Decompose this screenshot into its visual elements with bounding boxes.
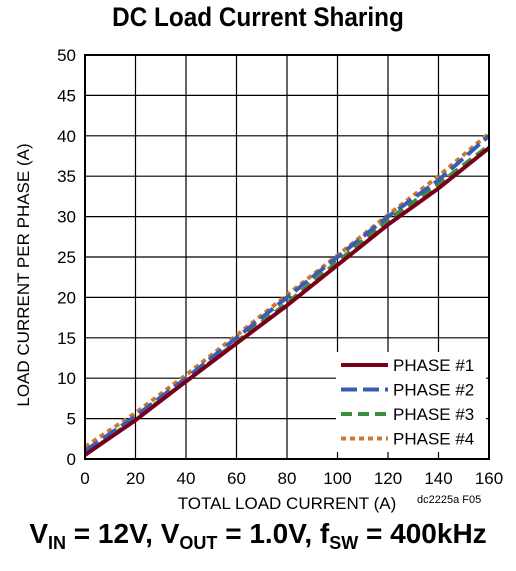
x-tick-label: 160 (475, 469, 503, 488)
caption-vout-symbol: V (160, 518, 180, 549)
series-line-phase-2 (83, 134, 491, 453)
legend-label: PHASE #1 (393, 356, 474, 375)
y-tick-label: 30 (57, 208, 76, 227)
chart-title: DC Load Current Sharing (112, 2, 404, 32)
x-tick-label: 60 (227, 469, 246, 488)
y-tick-label: 5 (67, 410, 76, 429)
y-tick-label: 35 (57, 167, 76, 186)
caption-vout-subscript: OUT (179, 533, 218, 553)
x-tick-label: 40 (177, 469, 196, 488)
y-tick-label: 10 (57, 369, 76, 388)
x-tick-label: 120 (374, 469, 402, 488)
y-axis-label: LOAD CURRENT PER PHASE (A) (14, 143, 33, 407)
y-tick-label: 40 (57, 127, 76, 146)
x-tick-label: 140 (424, 469, 452, 488)
legend-label: PHASE #3 (393, 405, 474, 424)
legend-label: PHASE #4 (393, 430, 474, 449)
tick-labels: 0 20 40 60 80 100 120 140 160 0 5 10 15 20 25 30 35 40 45 5… (57, 46, 503, 488)
x-axis-label: TOTAL LOAD CURRENT (A) (177, 494, 397, 513)
legend: PHASE #1 PHASE #2 PHASE #3 PHASE #4 (336, 352, 486, 452)
caption-vin-value: = 12V, (66, 518, 161, 549)
caption-fsw-value: = 400kHz (358, 518, 487, 549)
caption-vin-subscript: IN (48, 533, 67, 553)
plot-frame (84, 54, 490, 460)
y-tick-label: 20 (57, 288, 76, 307)
legend-background (336, 352, 486, 452)
x-tick-label: 0 (80, 469, 89, 488)
caption-fsw-subscript: SW (329, 533, 359, 553)
x-tick-label: 80 (278, 469, 297, 488)
x-tick-label: 20 (126, 469, 145, 488)
y-tick-label: 25 (57, 248, 76, 267)
caption-vout-value: = 1.0V, (217, 518, 320, 549)
series-line-phase-1 (83, 146, 491, 457)
chart-caption: VIN = 12V, VOUT = 1.0V, fSW = 400kHz (0, 518, 516, 554)
y-tick-label: 0 (67, 450, 76, 469)
figure-id: dc2225a F05 (417, 494, 482, 506)
y-tick-label: 50 (57, 46, 76, 65)
y-tick-label: 15 (57, 329, 76, 348)
caption-fsw-symbol: f (319, 518, 330, 549)
series-lines (83, 131, 491, 457)
x-tick-label: 100 (323, 469, 351, 488)
legend-label: PHASE #2 (393, 381, 474, 400)
y-tick-label: 45 (57, 86, 76, 105)
caption-vin-symbol: V (29, 518, 49, 549)
